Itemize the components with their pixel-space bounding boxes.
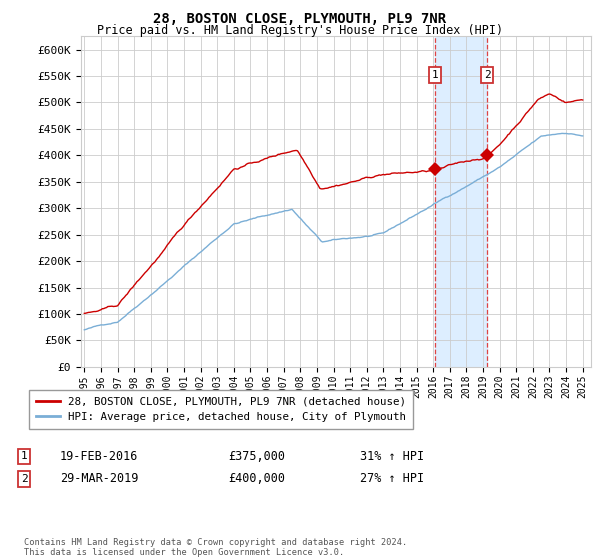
Text: 2: 2 [484,70,491,80]
Text: £400,000: £400,000 [228,472,285,486]
Text: Price paid vs. HM Land Registry's House Price Index (HPI): Price paid vs. HM Land Registry's House … [97,24,503,36]
Text: 31% ↑ HPI: 31% ↑ HPI [360,450,424,463]
Text: 1: 1 [432,70,439,80]
Text: 29-MAR-2019: 29-MAR-2019 [60,472,139,486]
Text: 1: 1 [20,451,28,461]
Text: £375,000: £375,000 [228,450,285,463]
Text: 28, BOSTON CLOSE, PLYMOUTH, PL9 7NR: 28, BOSTON CLOSE, PLYMOUTH, PL9 7NR [154,12,446,26]
Text: 19-FEB-2016: 19-FEB-2016 [60,450,139,463]
Text: Contains HM Land Registry data © Crown copyright and database right 2024.
This d: Contains HM Land Registry data © Crown c… [24,538,407,557]
Legend: 28, BOSTON CLOSE, PLYMOUTH, PL9 7NR (detached house), HPI: Average price, detach: 28, BOSTON CLOSE, PLYMOUTH, PL9 7NR (det… [29,390,413,428]
Text: 2: 2 [20,474,28,484]
Bar [436,36,487,367]
Text: 27% ↑ HPI: 27% ↑ HPI [360,472,424,486]
